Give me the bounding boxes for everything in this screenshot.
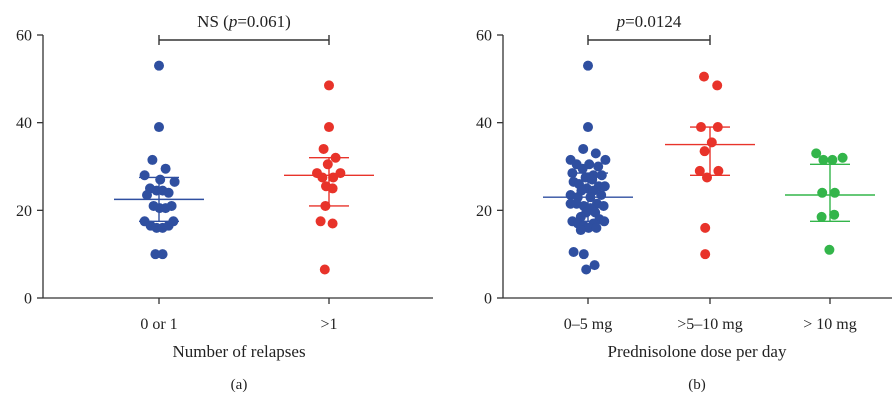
data-point	[699, 71, 709, 82]
data-point	[699, 146, 710, 157]
panel-label: (b)	[688, 377, 706, 393]
y-tick-label: 0	[484, 291, 492, 308]
data-point	[166, 200, 177, 211]
data-point	[319, 264, 330, 275]
data-point	[317, 172, 328, 183]
data-point	[593, 161, 604, 172]
x-tick-label: >1	[320, 316, 337, 333]
series-2	[665, 71, 755, 260]
data-point	[147, 154, 158, 165]
data-point	[596, 189, 607, 200]
data-point	[150, 249, 161, 260]
significance-label: NS (p=0.061)	[197, 12, 291, 31]
data-point	[599, 216, 610, 227]
data-point	[712, 80, 723, 91]
data-point	[827, 154, 838, 165]
panel-label: (a)	[231, 377, 248, 393]
data-point	[157, 249, 168, 260]
data-point	[700, 222, 711, 233]
data-point	[322, 159, 333, 170]
data-point	[600, 154, 611, 165]
data-point	[829, 187, 840, 198]
data-point	[568, 246, 579, 257]
data-point	[713, 165, 724, 176]
series-1	[114, 60, 204, 260]
data-point	[577, 163, 588, 174]
y-tick-label: 40	[476, 115, 492, 132]
data-point	[700, 249, 711, 260]
x-tick-label: 0 or 1	[140, 316, 177, 333]
data-point	[590, 148, 601, 159]
data-point	[155, 174, 166, 185]
x-tick-label: >5–10 mg	[677, 316, 742, 333]
data-point	[320, 200, 331, 211]
data-point	[335, 168, 346, 179]
data-point	[837, 152, 848, 163]
data-point	[327, 183, 338, 194]
data-point	[811, 148, 822, 159]
data-point	[824, 244, 835, 255]
data-point	[706, 137, 717, 148]
y-tick-label: 60	[16, 28, 32, 45]
data-point	[598, 200, 609, 211]
data-point	[327, 218, 338, 229]
data-point	[578, 143, 589, 154]
data-point	[567, 168, 578, 179]
series-3	[785, 148, 875, 255]
data-point	[328, 172, 339, 183]
data-point	[587, 174, 598, 185]
panel-b: 0 20 40 60 0–5 mg >5–10 mg > 10 mg Prednisolone…	[476, 12, 892, 393]
series-1	[543, 60, 633, 275]
data-point	[154, 60, 164, 71]
data-point	[599, 181, 610, 192]
x-axis-title: Prednisolone dose per day	[608, 342, 787, 361]
y-tick-label: 60	[476, 28, 492, 45]
x-tick-label: 0–5 mg	[564, 316, 612, 333]
data-point	[829, 209, 840, 220]
data-point	[591, 222, 602, 233]
data-point	[581, 264, 592, 275]
data-point	[696, 122, 706, 133]
data-point	[578, 249, 589, 260]
x-axis-title: Number of relapses	[172, 342, 305, 361]
data-point	[163, 220, 174, 231]
data-point	[585, 192, 596, 203]
panel-a: 0 20 40 60 0 or 1 >1 Number of relapses (a) NS (…	[16, 12, 433, 393]
data-point	[694, 165, 705, 176]
data-point	[324, 122, 334, 133]
y-tick-label: 20	[16, 203, 32, 220]
data-point	[583, 60, 593, 71]
data-point	[596, 170, 607, 181]
data-point	[818, 154, 829, 165]
data-point	[575, 225, 586, 236]
data-point	[324, 80, 334, 91]
data-point	[169, 176, 180, 187]
data-point	[583, 222, 594, 233]
data-point	[817, 187, 828, 198]
data-point	[163, 187, 174, 198]
series-2	[284, 80, 374, 275]
data-point	[318, 143, 329, 154]
data-point	[583, 122, 593, 133]
y-tick-label: 20	[476, 203, 492, 220]
data-point	[702, 172, 712, 183]
data-point	[139, 170, 150, 181]
data-point	[315, 216, 326, 227]
significance-label: p=0.0124	[616, 12, 682, 31]
data-point	[712, 122, 723, 133]
data-point	[154, 122, 164, 133]
x-tick-label: > 10 mg	[803, 316, 856, 333]
data-point	[816, 211, 827, 222]
data-point	[160, 163, 171, 174]
y-tick-label: 40	[16, 115, 32, 132]
data-point	[142, 189, 152, 200]
data-point	[330, 152, 341, 163]
data-point	[589, 260, 600, 271]
y-tick-label: 0	[24, 291, 32, 308]
